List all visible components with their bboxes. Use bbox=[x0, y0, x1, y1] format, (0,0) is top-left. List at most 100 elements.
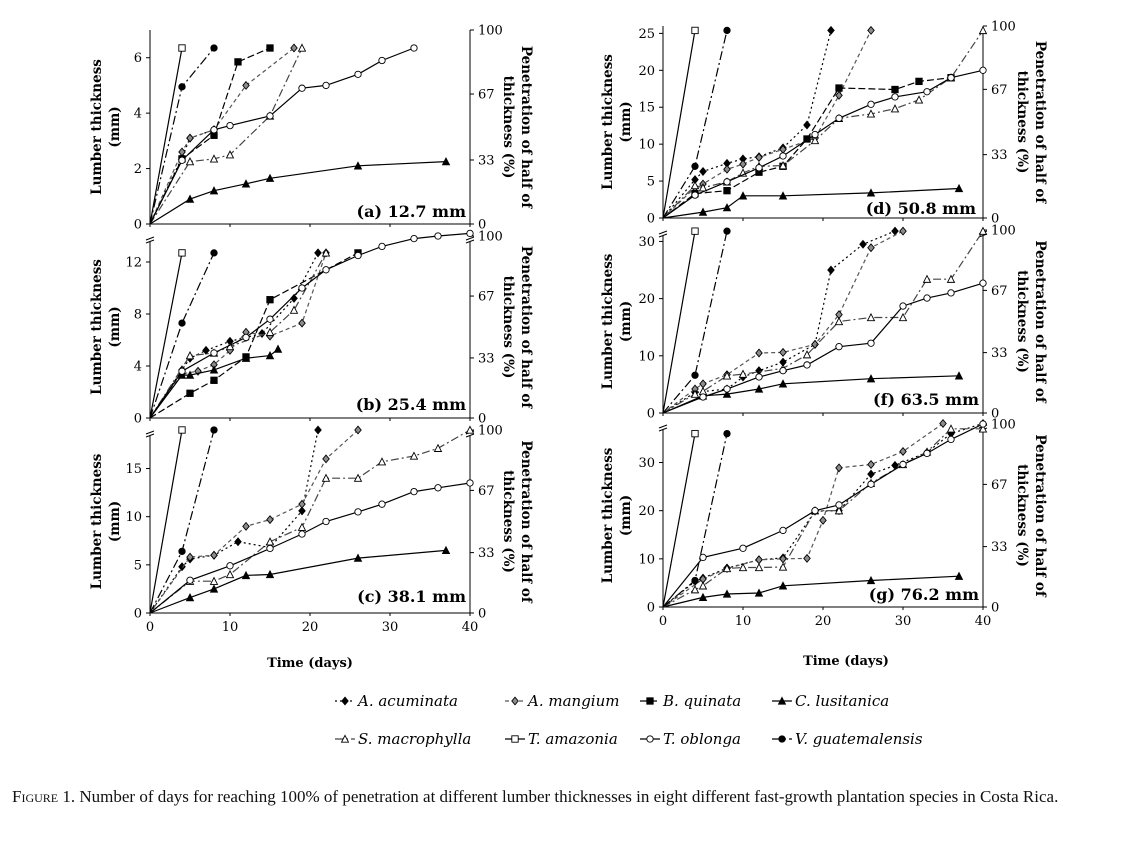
data-point bbox=[265, 351, 275, 360]
series-v-guatemalensis bbox=[662, 429, 731, 608]
data-point bbox=[899, 302, 907, 310]
data-point bbox=[779, 152, 787, 160]
x-tick-label: 0 bbox=[659, 614, 667, 629]
data-point bbox=[723, 385, 731, 393]
chart-panel-f-63-5-mm: 0 10 20 30 0 33 67 100 Lumber thickness (mm) Penet… bbox=[600, 224, 1048, 422]
data-point bbox=[297, 43, 307, 52]
data-point bbox=[691, 162, 699, 170]
data-point bbox=[354, 251, 362, 260]
data-point bbox=[441, 545, 451, 555]
legend-item-c-lusitanica: C. lusitanica bbox=[772, 692, 889, 710]
data-point bbox=[178, 83, 186, 91]
axis-break-mark bbox=[658, 230, 668, 235]
legend-marker bbox=[511, 696, 519, 706]
series-line bbox=[149, 429, 359, 614]
y2-tick-label: 0 bbox=[478, 218, 486, 233]
data-point bbox=[890, 104, 900, 113]
data-point bbox=[778, 379, 788, 388]
y-tick-label: 10 bbox=[638, 552, 655, 567]
data-point bbox=[298, 506, 306, 516]
series-s-macrophylla bbox=[662, 226, 988, 414]
y-tick-label: 2 bbox=[134, 162, 142, 177]
series-t-amazonia bbox=[662, 227, 699, 414]
axis-break-mark bbox=[658, 427, 668, 432]
series-line bbox=[662, 30, 872, 219]
data-point bbox=[186, 133, 194, 143]
data-point bbox=[978, 25, 988, 35]
data-point bbox=[691, 429, 699, 438]
data-point bbox=[954, 183, 964, 193]
legend-marker bbox=[778, 735, 786, 743]
series-t-oblonga bbox=[149, 44, 418, 225]
data-point bbox=[939, 419, 947, 429]
data-point bbox=[186, 576, 194, 584]
data-point bbox=[210, 426, 218, 434]
data-point bbox=[867, 100, 875, 108]
series-line bbox=[149, 47, 303, 225]
series-t-amazonia bbox=[149, 426, 186, 614]
data-point bbox=[723, 178, 731, 186]
series-t-amazonia bbox=[662, 429, 699, 608]
y2-axis-title-line2: thickness (%) bbox=[500, 470, 516, 573]
data-point bbox=[778, 191, 788, 200]
data-point bbox=[314, 425, 322, 435]
data-point bbox=[185, 157, 195, 166]
legend-marker bbox=[646, 735, 654, 743]
axis-break-mark bbox=[658, 233, 668, 238]
data-point bbox=[434, 484, 442, 492]
y-tick-label: 8 bbox=[134, 308, 142, 323]
y-tick-label: 4 bbox=[134, 360, 142, 375]
data-point bbox=[265, 327, 275, 336]
data-point bbox=[178, 249, 186, 257]
data-point bbox=[322, 517, 330, 526]
data-point bbox=[867, 243, 875, 253]
y2-axis-title-line2: thickness (%) bbox=[1014, 464, 1030, 567]
y2-axis-title: Penetration of half of bbox=[518, 46, 534, 209]
data-point bbox=[778, 562, 788, 571]
y2-tick-label: 67 bbox=[991, 478, 1008, 493]
legend-marker bbox=[341, 696, 349, 706]
data-point bbox=[835, 343, 843, 351]
data-point bbox=[210, 126, 218, 134]
data-point bbox=[866, 575, 876, 585]
y-tick-label: 0 bbox=[647, 212, 655, 227]
y2-axis-title: Penetration of half of bbox=[518, 246, 534, 409]
data-point bbox=[979, 420, 987, 428]
series-line bbox=[149, 252, 327, 419]
legend-label: T. amazonia bbox=[528, 730, 618, 748]
data-point bbox=[202, 345, 210, 355]
legend-label: B. quinata bbox=[662, 692, 741, 710]
data-point bbox=[266, 296, 274, 304]
data-point bbox=[210, 44, 218, 52]
data-point bbox=[755, 555, 763, 565]
series-line bbox=[149, 252, 183, 419]
y2-tick-label: 0 bbox=[478, 412, 486, 427]
panel-label: (g) 76.2 mm bbox=[869, 585, 979, 604]
data-point bbox=[297, 522, 307, 531]
data-point bbox=[755, 152, 763, 162]
data-point bbox=[322, 266, 330, 274]
data-point bbox=[353, 553, 363, 562]
y-tick-label: 5 bbox=[134, 558, 142, 573]
data-point bbox=[234, 537, 242, 547]
data-point bbox=[739, 159, 747, 169]
series-line bbox=[149, 429, 183, 614]
panel-label: (c) 38.1 mm bbox=[357, 587, 466, 606]
data-point bbox=[722, 389, 732, 398]
series-c-lusitanica bbox=[149, 545, 451, 614]
y-tick-label: 12 bbox=[125, 256, 142, 271]
data-point bbox=[723, 164, 731, 174]
y2-axis-title: Penetration of half of bbox=[518, 440, 534, 603]
series-t-oblonga bbox=[662, 279, 987, 414]
data-point bbox=[298, 84, 306, 92]
data-point bbox=[178, 156, 186, 164]
y2-tick-label: 100 bbox=[991, 418, 1016, 433]
data-point bbox=[835, 90, 843, 100]
data-point bbox=[210, 249, 218, 257]
data-point bbox=[691, 576, 699, 585]
axis-break-mark bbox=[145, 433, 155, 438]
y2-tick-label: 100 bbox=[991, 20, 1016, 35]
data-point bbox=[178, 367, 186, 375]
data-point bbox=[867, 25, 875, 35]
x-tick-label: 20 bbox=[302, 620, 319, 635]
